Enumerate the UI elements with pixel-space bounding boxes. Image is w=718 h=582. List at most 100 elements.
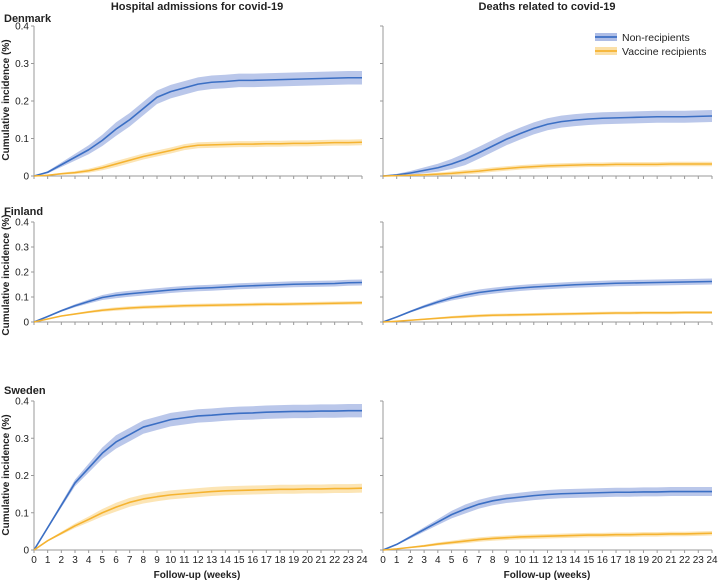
x-tick-label: 3 [72, 555, 78, 566]
x-tick-label: 15 [233, 555, 245, 566]
y-tick-label: 0.4 [15, 397, 29, 408]
line-vaccine-recipients [382, 163, 712, 177]
y-axis-title-finland: Cumulative incidence (%) [1, 214, 12, 335]
x-tick-label: 15 [583, 555, 595, 566]
x-tick-label: 11 [529, 555, 540, 566]
x-tick-label: 9 [154, 555, 160, 566]
x-tick-label: 8 [490, 555, 496, 566]
band-vaccine-recipients [383, 531, 712, 550]
line-vaccine-recipients [382, 311, 712, 323]
panel-denmark-deaths [380, 25, 713, 179]
y-axis-title-denmark: Cumulative incidence (%) [1, 39, 12, 160]
y-tick-label: 0.1 [15, 293, 29, 304]
x-tick-label: 3 [421, 555, 427, 566]
x-tick-label: 24 [356, 555, 368, 566]
x-tick-label: 16 [597, 555, 609, 566]
x-tick-label: 6 [462, 555, 468, 566]
line-non-recipients [382, 280, 713, 323]
band-non-recipients [34, 279, 362, 322]
legend-label-non-recipients: Non-recipients [622, 32, 690, 44]
y-tick-label: 0.2 [15, 471, 29, 482]
line-non-recipients [382, 115, 713, 177]
line-vaccine-recipients [382, 532, 713, 551]
x-tick-label: 10 [515, 555, 527, 566]
y-tick-label: 0.4 [15, 22, 29, 33]
x-tick-label: 21 [315, 555, 327, 566]
y-tick-label: 0 [23, 546, 29, 557]
row-label-finland: Finland [4, 206, 43, 218]
column-title-hospital: Hospital admissions for covid-19 [111, 1, 283, 13]
x-tick-label: 18 [624, 555, 636, 566]
line-non-recipients [33, 76, 362, 177]
x-tick-label: 8 [141, 555, 147, 566]
x-tick-label: 5 [449, 555, 455, 566]
legend: Non-recipients Vaccine recipients [595, 32, 706, 58]
y-tick-label: 0.1 [15, 508, 29, 519]
y-axis-title-sweden: Cumulative incidence (%) [1, 414, 12, 535]
y-tick-label: 0.3 [15, 59, 29, 70]
x-tick-label: 12 [542, 555, 554, 566]
panel-sweden-deaths: 0 1 2 3 4 5 6 7 8 9 10 11 12 13 14 15 16 17 18 19 20 21 22 23 24 [380, 400, 718, 566]
panels: 00.10.20.30.400.10.20.30.400.10.20.30.40… [15, 22, 718, 567]
row-label-denmark: Denmark [4, 13, 52, 25]
x-tick-label: 19 [288, 555, 300, 566]
x-tick-label: 23 [343, 555, 355, 566]
panel-finland-deaths [380, 221, 713, 325]
y-tick-label: 0 [23, 318, 29, 329]
x-tick-label: 13 [206, 555, 218, 566]
line-non-recipients [33, 409, 362, 551]
x-tick-label: 4 [435, 555, 441, 566]
x-tick-label: 14 [220, 555, 232, 566]
x-tick-label: 20 [302, 555, 314, 566]
band-non-recipients [34, 71, 362, 176]
band-non-recipients [34, 403, 362, 550]
x-axis-title-deaths: Follow-up (weeks) [504, 570, 591, 581]
x-tick-label: 11 [179, 555, 190, 566]
x-tick-label: 21 [665, 555, 677, 566]
band-non-recipients [383, 487, 712, 550]
y-tick-label: 0.3 [15, 434, 29, 445]
x-tick-label: 13 [556, 555, 568, 566]
line-non-recipients [382, 490, 712, 551]
x-tick-label: 0 [31, 555, 37, 566]
x-tick-label: 17 [610, 555, 622, 566]
panel-finland-hospital: 0 0.1 0.2 0.3 0.4 [15, 218, 363, 329]
panel-sweden-hospital: 00.10.20.30.40 1 2 3 4 5 6 7 8 9 10 11 12 13 14 15 16 17 1… [15, 397, 368, 567]
x-tick-label: 0 [380, 555, 386, 566]
line-vaccine-recipients [33, 487, 363, 551]
x-tick-label: 22 [329, 555, 341, 566]
x-tick-label: 19 [638, 555, 650, 566]
legend-label-vaccine-recipients: Vaccine recipients [622, 46, 706, 58]
x-tick-label: 1 [394, 555, 400, 566]
y-tick-label: 0 [23, 172, 29, 183]
x-tick-label: 18 [274, 555, 286, 566]
x-tick-label: 10 [165, 555, 177, 566]
line-vaccine-recipients [33, 141, 363, 177]
x-tick-label: 4 [86, 555, 92, 566]
band-vaccine-recipients [34, 139, 362, 176]
x-tick-label: 12 [192, 555, 204, 566]
x-tick-label: 2 [59, 555, 65, 566]
x-tick-label: 23 [693, 555, 705, 566]
line-vaccine-recipients [33, 301, 363, 323]
x-axis-title-hospital: Follow-up (weeks) [154, 570, 241, 581]
y-tick-label: 0.3 [15, 243, 29, 254]
row-label-sweden: Sweden [4, 385, 46, 397]
x-tick-label: 14 [569, 555, 581, 566]
x-tick-label: 7 [476, 555, 482, 566]
x-tick-label: 24 [706, 555, 718, 566]
y-tick-label: 0.4 [15, 218, 29, 229]
column-title-deaths: Deaths related to covid-19 [479, 1, 616, 13]
x-tick-label: 17 [261, 555, 273, 566]
y-tick-label: 0.2 [15, 268, 29, 279]
x-tick-label: 20 [652, 555, 664, 566]
x-tick-label: 2 [408, 555, 414, 566]
x-tick-label: 22 [679, 555, 691, 566]
x-tick-label: 6 [113, 555, 119, 566]
line-non-recipients [33, 281, 363, 323]
x-tick-label: 9 [504, 555, 510, 566]
x-tick-label: 5 [100, 555, 106, 566]
band-vaccine-recipients [34, 483, 362, 550]
x-tick-label: 16 [247, 555, 259, 566]
